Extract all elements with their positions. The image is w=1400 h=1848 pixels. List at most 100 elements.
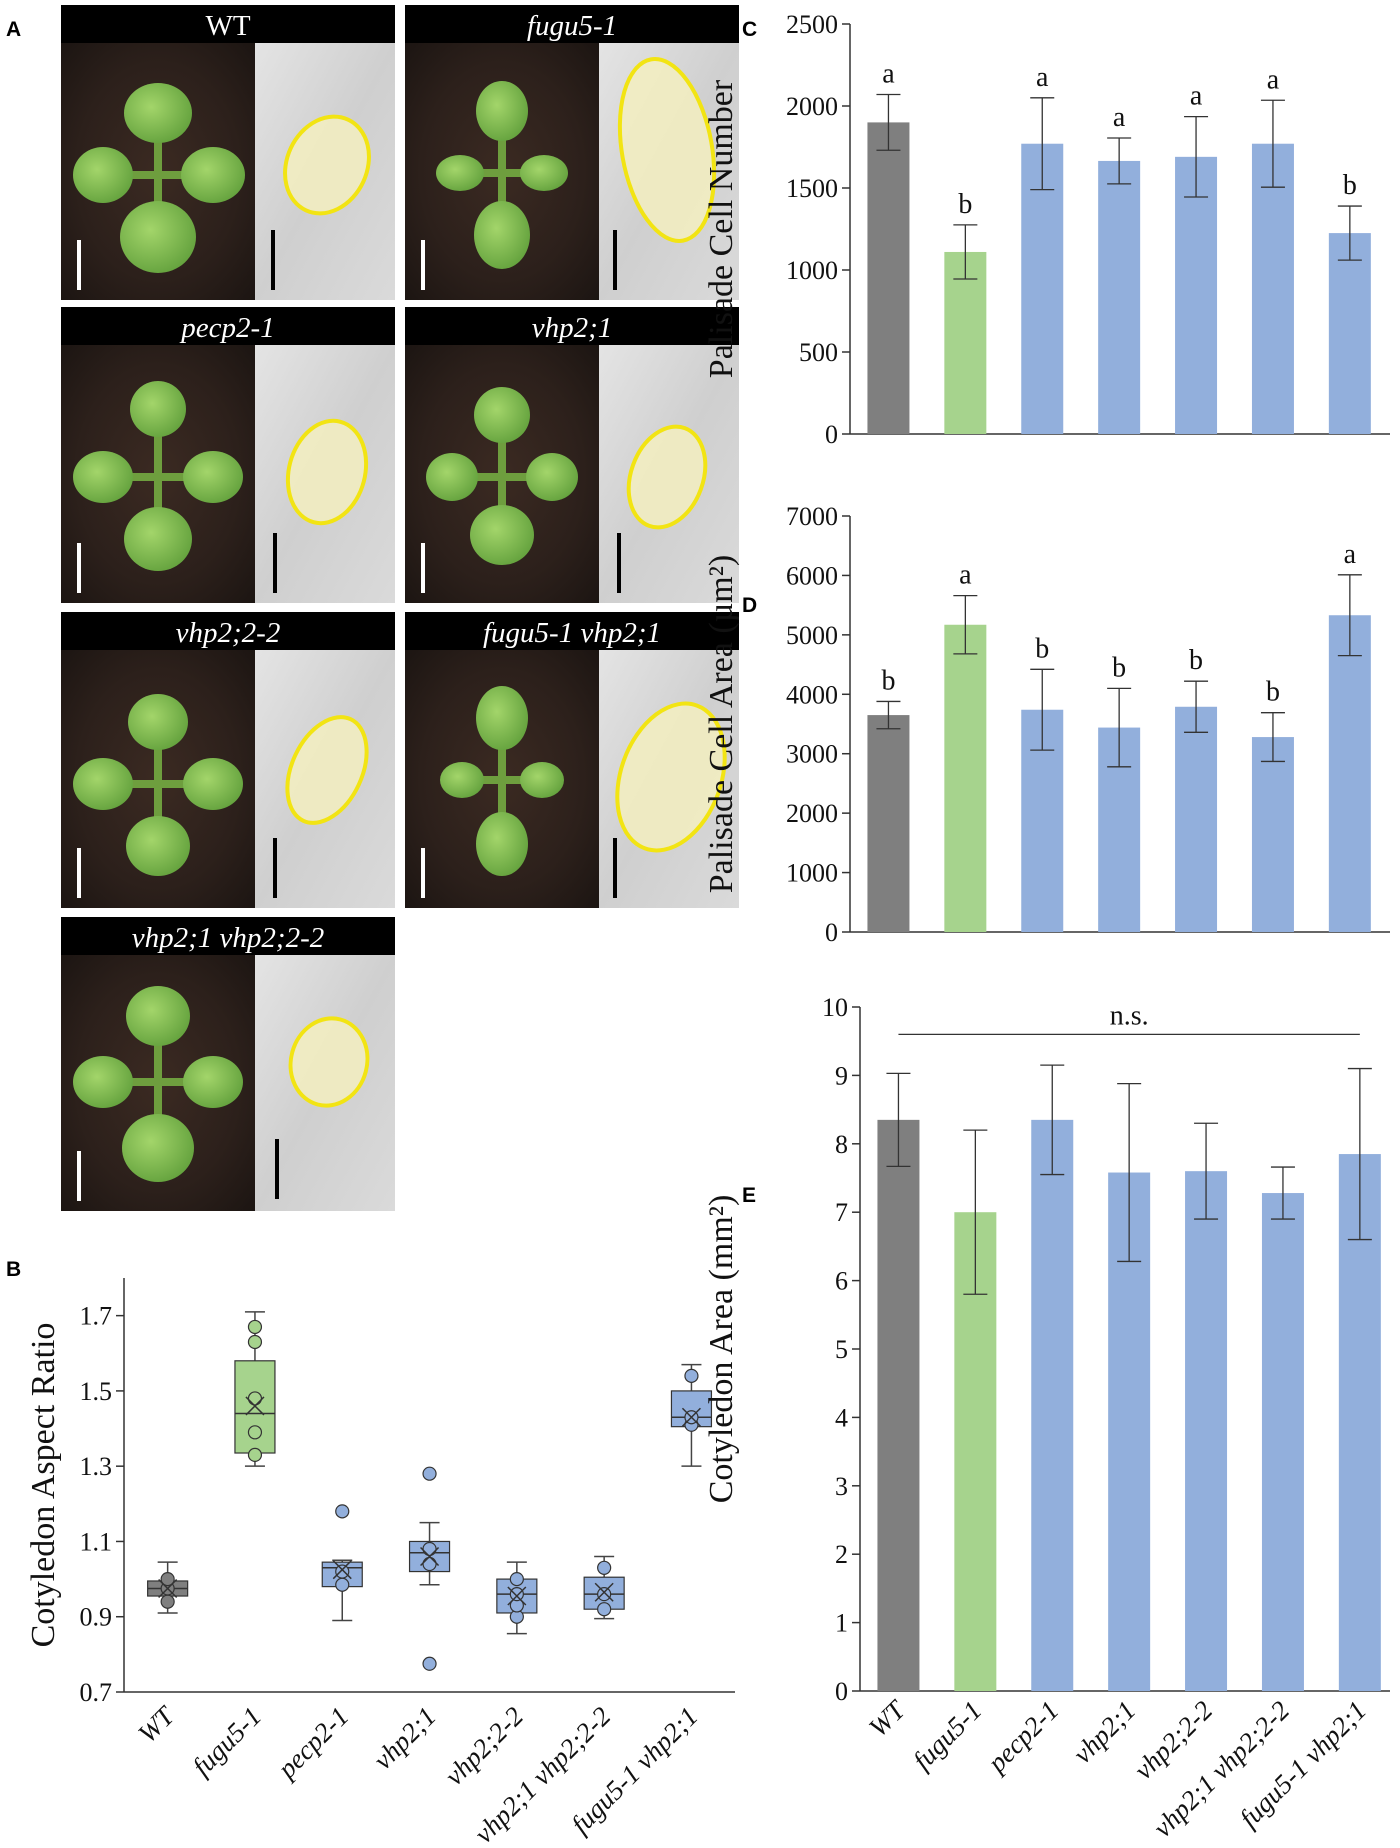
x-tick-label: WT <box>132 1700 181 1749</box>
seedling-scale-bar <box>77 848 81 898</box>
y-tick-label: 1.5 <box>80 1377 113 1406</box>
y-tick-label: 0 <box>835 1677 848 1706</box>
significance-letter: a <box>1036 62 1049 93</box>
y-tick-label: 3000 <box>786 740 838 769</box>
y-tick-label: 1 <box>835 1609 848 1638</box>
y-tick-label: 8 <box>835 1130 848 1159</box>
photo-panel: pecp2-1 <box>61 307 395 603</box>
y-axis-title: Cotyledon Aspect Ratio <box>25 1323 62 1648</box>
y-tick-label: 0.9 <box>80 1603 113 1632</box>
y-axis-title: Palisade Cell Area (µm²) <box>703 555 740 894</box>
y-tick-label: 4 <box>835 1403 848 1432</box>
data-point <box>509 1571 524 1587</box>
ns-annotation: n.s. <box>1110 1000 1149 1031</box>
x-tick-label: pecp2-1 <box>270 1701 354 1785</box>
palisade-cell-area-chart: 0 1000 2000 3000 4000 5000 6000 7000 Palisade Ce… <box>703 502 1390 947</box>
panel-letter-b: B <box>6 1258 21 1281</box>
data-point <box>422 1541 437 1557</box>
bar <box>1251 737 1294 932</box>
data-point <box>247 1319 263 1335</box>
cotyledon-area-chart: 0 1 2 3 4 5 6 7 8 9 10 Cotyledon Area (mm²) n.s. WTfu… <box>703 993 1390 1843</box>
palisade-cell-outline <box>288 1016 370 1108</box>
panel-title-bar <box>405 307 739 345</box>
bar <box>1338 1154 1381 1691</box>
panel-letter-c: C <box>742 18 757 41</box>
y-tick-label: 1000 <box>786 859 838 888</box>
y-tick-label: 6000 <box>786 561 838 590</box>
y-tick-label: 9 <box>835 1061 848 1090</box>
bar <box>1031 1119 1074 1691</box>
seedling <box>436 81 568 269</box>
data-point <box>247 1447 263 1462</box>
x-tick-label: WT <box>863 1694 912 1743</box>
panel-title-bar <box>405 612 739 650</box>
cell-scale-bar <box>617 533 621 593</box>
panel-title: fugu5-1 <box>527 10 617 42</box>
y-tick-label: 500 <box>799 338 838 367</box>
bar <box>944 624 987 932</box>
data-point <box>247 1334 263 1350</box>
significance-letter: b <box>1035 633 1049 664</box>
photo-panel: fugu5-1 <box>405 5 739 300</box>
bar <box>1098 160 1141 434</box>
bar <box>1328 233 1371 434</box>
data-point <box>422 1556 437 1572</box>
bar <box>1021 143 1064 434</box>
photo-panel: fugu5-1 vhp2;1 <box>405 612 739 908</box>
significance-letter: a <box>959 560 972 591</box>
x-tick-label: vhp2;2-2 <box>439 1701 529 1791</box>
bar <box>1328 615 1371 932</box>
y-tick-label: 6 <box>835 1267 848 1296</box>
y-tick-label: 5000 <box>786 621 838 650</box>
seedling <box>73 986 243 1182</box>
cell-scale-bar <box>613 838 617 898</box>
significance-letter: b <box>958 189 972 220</box>
y-tick-label: 4000 <box>786 680 838 709</box>
panel-title-bar <box>405 5 739 43</box>
significance-letter: a <box>1113 102 1126 133</box>
significance-letter: b <box>1343 170 1357 201</box>
seedling-scale-bar <box>77 240 81 290</box>
x-tick-label: vhp2;1 <box>368 1701 442 1775</box>
x-tick-label: pecp2-1 <box>980 1695 1064 1779</box>
data-point <box>335 1577 350 1592</box>
y-tick-label: 1.3 <box>80 1452 113 1481</box>
cell-scale-bar <box>271 230 275 290</box>
bar <box>867 715 910 932</box>
bar <box>877 1119 920 1691</box>
palisade-cell-outline <box>283 114 371 216</box>
bar <box>1251 143 1294 434</box>
mean-marker <box>507 1586 527 1606</box>
palisade-cell-outline <box>285 418 369 526</box>
seedling-scale-bar <box>77 1151 81 1201</box>
x-tick-label: vhp2;1 <box>1067 1695 1141 1769</box>
y-tick-label: 10 <box>822 993 848 1022</box>
photo-panel: vhp2;1 vhp2;2-2 <box>61 917 395 1211</box>
significance-letter: a <box>882 59 895 90</box>
seedling-scale-bar <box>421 848 425 898</box>
bar <box>1185 1171 1228 1691</box>
y-tick-label: 0.7 <box>80 1678 113 1707</box>
significance-letter: b <box>1189 645 1203 676</box>
seedling <box>73 381 243 571</box>
panel-title: WT <box>205 10 250 42</box>
panel-title: pecp2-1 <box>179 312 274 344</box>
y-tick-label: 3 <box>835 1472 848 1501</box>
panel-a-photos: WT fugu5-1 <box>61 5 739 1211</box>
data-point <box>509 1587 524 1602</box>
bar <box>944 251 987 434</box>
data-point <box>597 1602 612 1617</box>
data-point <box>597 1560 612 1575</box>
panel-letter-a: A <box>6 18 21 41</box>
bar <box>1175 156 1218 434</box>
data-point <box>247 1425 263 1440</box>
data-point <box>422 1466 437 1481</box>
mean-marker <box>594 1582 614 1602</box>
cotyledon-aspect-ratio-chart: 0.7 0.9 1.1 1.3 1.5 1.7 Cotyledon Aspect Ratio… <box>25 1278 735 1848</box>
seedling-scale-bar <box>421 240 425 290</box>
bar <box>867 122 910 435</box>
data-point <box>247 1391 263 1406</box>
palisade-cell-outline <box>617 57 717 243</box>
bar <box>1261 1193 1304 1691</box>
